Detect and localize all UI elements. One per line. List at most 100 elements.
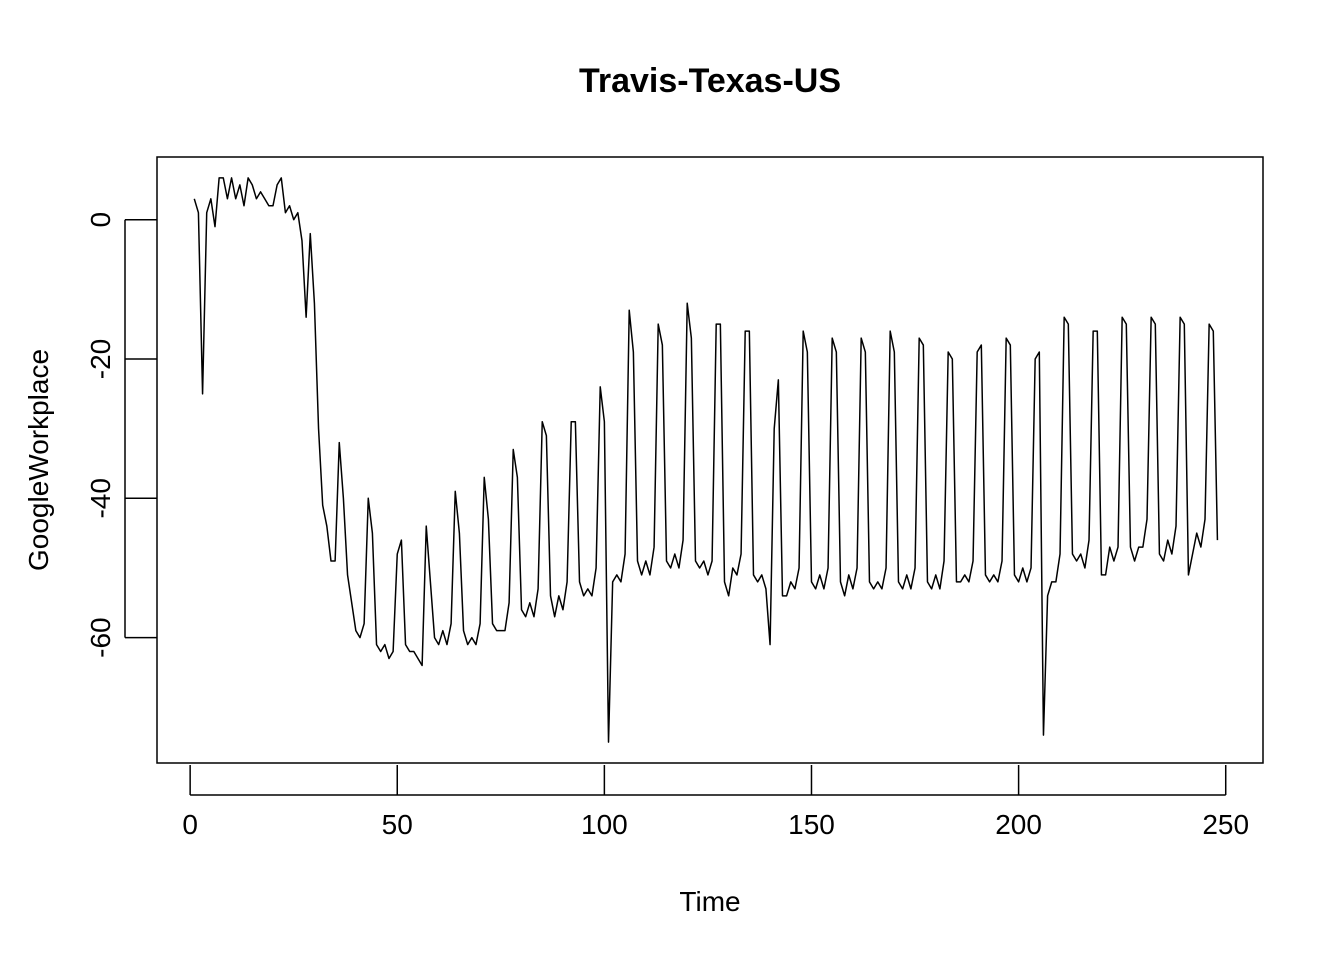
data-point	[446, 643, 448, 645]
data-point	[959, 581, 961, 583]
x-tick-label: 100	[581, 809, 628, 840]
data-point	[736, 574, 738, 576]
data-point	[342, 497, 344, 499]
plot-frame	[156, 156, 1264, 764]
data-point	[1100, 574, 1102, 576]
data-point	[1216, 539, 1218, 541]
data-point	[802, 330, 804, 332]
data-point	[1150, 316, 1152, 318]
data-point	[1046, 595, 1048, 597]
data-point	[935, 574, 937, 576]
data-point	[591, 595, 593, 597]
data-point	[603, 420, 605, 422]
data-point	[1109, 546, 1111, 548]
data-point	[1055, 581, 1057, 583]
data-point	[1088, 539, 1090, 541]
data-point	[288, 205, 290, 207]
y-tick-label: 0	[85, 212, 116, 228]
data-point	[375, 643, 377, 645]
y-axis-label: GoogleWorkplace	[23, 349, 54, 571]
data-point	[512, 448, 514, 450]
x-tick-label: 250	[1202, 809, 1249, 840]
data-point	[814, 588, 816, 590]
y-tick-label: -20	[85, 339, 116, 379]
data-point	[524, 616, 526, 618]
data-point	[1038, 351, 1040, 353]
data-point	[926, 581, 928, 583]
data-point	[541, 420, 543, 422]
data-point	[831, 337, 833, 339]
data-point	[251, 184, 253, 186]
data-point	[943, 560, 945, 562]
data-point	[972, 560, 974, 562]
data-point	[197, 212, 199, 214]
data-point	[1121, 316, 1123, 318]
data-point	[657, 323, 659, 325]
data-point	[1183, 323, 1185, 325]
data-point	[798, 567, 800, 569]
data-point	[620, 581, 622, 583]
data-point	[429, 581, 431, 583]
data-point	[437, 643, 439, 645]
data-point	[686, 302, 688, 304]
data-point	[744, 330, 746, 332]
data-point	[264, 198, 266, 200]
data-point	[317, 427, 319, 429]
data-point	[740, 553, 742, 555]
data-point	[856, 567, 858, 569]
data-point	[835, 351, 837, 353]
data-point	[860, 337, 862, 339]
data-point	[537, 588, 539, 590]
data-point	[1142, 546, 1144, 548]
data-point	[1067, 323, 1069, 325]
data-point	[321, 504, 323, 506]
data-point	[388, 657, 390, 659]
data-point	[218, 177, 220, 179]
data-point	[454, 490, 456, 492]
data-point	[1133, 560, 1135, 562]
data-point	[1080, 553, 1082, 555]
data-point	[338, 441, 340, 443]
data-point	[1013, 574, 1015, 576]
data-point	[806, 351, 808, 353]
data-point	[1167, 539, 1169, 541]
data-point	[698, 567, 700, 569]
x-axis: 0 50 100 150 200 250	[182, 765, 1249, 840]
data-point	[479, 622, 481, 624]
data-point	[495, 629, 497, 631]
data-points	[193, 177, 1219, 744]
data-point	[993, 574, 995, 576]
data-point	[408, 650, 410, 652]
data-point	[545, 434, 547, 436]
chart-title: Travis-Texas-US	[579, 62, 841, 100]
data-point	[649, 574, 651, 576]
data-point	[1200, 546, 1202, 548]
data-point	[711, 560, 713, 562]
data-point	[230, 177, 232, 179]
data-point	[392, 650, 394, 652]
data-point	[1162, 560, 1164, 562]
data-point	[611, 581, 613, 583]
data-point	[669, 567, 671, 569]
data-point	[1171, 553, 1173, 555]
data-point	[872, 588, 874, 590]
data-point	[748, 330, 750, 332]
data-point	[645, 560, 647, 562]
data-point	[214, 225, 216, 227]
data-point	[350, 602, 352, 604]
data-point	[355, 629, 357, 631]
data-point	[881, 588, 883, 590]
data-point	[458, 532, 460, 534]
data-point	[1187, 574, 1189, 576]
data-point	[346, 574, 348, 576]
data-point	[765, 588, 767, 590]
data-point	[1009, 344, 1011, 346]
data-point	[640, 574, 642, 576]
data-point	[1196, 532, 1198, 534]
data-point	[823, 588, 825, 590]
data-point	[516, 476, 518, 478]
data-point	[885, 567, 887, 569]
data-point	[1191, 553, 1193, 555]
data-point	[558, 595, 560, 597]
data-point	[309, 232, 311, 234]
